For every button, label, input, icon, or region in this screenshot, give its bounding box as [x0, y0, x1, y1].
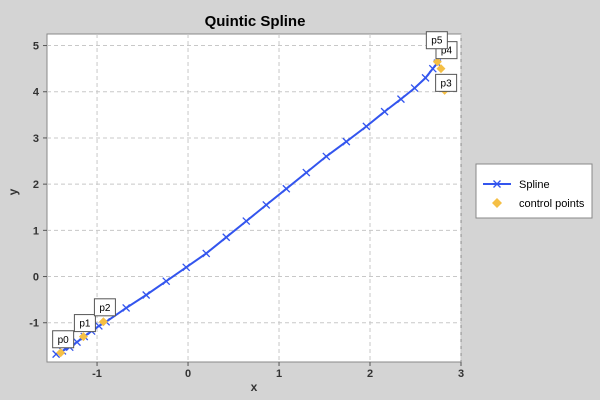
- spline-point: [242, 217, 251, 226]
- x-tick-label: 2: [367, 368, 373, 380]
- grid: [47, 34, 462, 362]
- legend-control-points-label: control points: [519, 198, 585, 210]
- axes: -1 0 1 2 3 -1 0 1 2 3 4 5: [29, 41, 464, 380]
- point-label-p3: p3: [435, 73, 458, 92]
- y-tick-label: 1: [33, 225, 39, 237]
- spline-point: [396, 95, 405, 104]
- y-tick-label: 0: [33, 272, 39, 284]
- spline-point: [262, 200, 271, 209]
- x-axis-title: x: [251, 380, 258, 394]
- point-label-p0: p0: [52, 330, 75, 349]
- spline-point: [162, 277, 171, 286]
- control-point: [78, 332, 88, 342]
- x-tick-label: 0: [185, 368, 191, 380]
- spline-point: [73, 338, 81, 347]
- point-label-p2: p2: [93, 298, 116, 317]
- x-tick-label: 3: [458, 368, 464, 380]
- point-label-text: p5: [431, 36, 443, 47]
- point-labels: p0 p1 p2 p4 p3 p5: [52, 31, 458, 349]
- y-tick-label: 2: [33, 179, 39, 191]
- point-label-p5: p5: [425, 31, 448, 50]
- spline-point: [182, 263, 191, 272]
- chart-title: Quintic Spline: [205, 13, 306, 30]
- control-point: [432, 57, 442, 67]
- spline-point: [421, 73, 430, 82]
- spline-point: [410, 84, 419, 93]
- point-label-p1: p1: [73, 314, 96, 333]
- y-axis-title: y: [6, 188, 20, 195]
- point-label-text: p0: [58, 335, 70, 346]
- spline-point: [202, 249, 211, 258]
- legend-spline-marker: [493, 180, 501, 188]
- y-tick-label: 5: [33, 41, 39, 53]
- point-label-text: p3: [441, 78, 453, 89]
- series-layer: [52, 57, 450, 359]
- y-tick-label: 4: [33, 87, 40, 99]
- spline-point: [142, 291, 151, 299]
- spline-point: [342, 137, 351, 146]
- spline-point: [122, 303, 131, 312]
- legend-spline-label: Spline: [519, 179, 550, 191]
- spline-point: [362, 122, 371, 131]
- spline-point: [302, 168, 311, 177]
- y-tick-label: -1: [29, 318, 39, 330]
- spline-point: [428, 64, 437, 73]
- control-point: [98, 317, 108, 327]
- point-label-text: p2: [99, 303, 111, 314]
- legend: Spline control points: [475, 163, 593, 219]
- legend-control-points-marker: [492, 198, 502, 208]
- plot-area: [46, 33, 462, 363]
- control-point: [436, 64, 446, 74]
- spline-point: [222, 233, 231, 242]
- point-label-text: p4: [441, 46, 453, 57]
- x-tick-label: -1: [92, 368, 102, 380]
- spline-point: [322, 152, 331, 161]
- y-tick-label: 3: [33, 133, 39, 145]
- x-tick-label: 1: [276, 368, 282, 380]
- spline-point: [380, 107, 389, 116]
- spline-point: [282, 184, 291, 193]
- legend-box: [475, 163, 593, 219]
- control-point: [56, 348, 66, 358]
- point-label-text: p1: [79, 319, 91, 330]
